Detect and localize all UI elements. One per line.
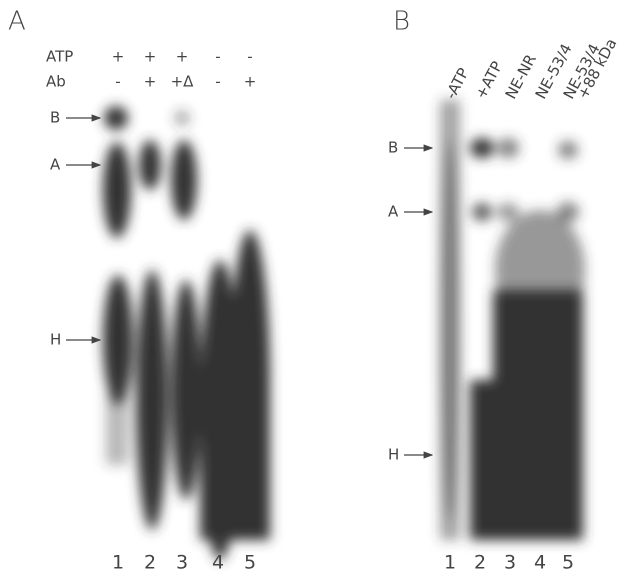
gel-a (103, 106, 270, 560)
marker-label: B (388, 139, 398, 157)
row-value: - (215, 48, 220, 66)
row-value: +Δ (171, 73, 195, 91)
lane-number: 1 (444, 552, 456, 574)
row-value: + (176, 48, 189, 66)
lane-number: 2 (144, 552, 156, 574)
lane-number: 5 (244, 552, 256, 574)
lane-number: 1 (112, 552, 124, 574)
row-value: + (144, 73, 157, 91)
lane-number: 4 (534, 552, 546, 574)
lane-number: 4 (212, 552, 224, 574)
lane-number: 2 (474, 552, 486, 574)
row-value: - (247, 48, 252, 66)
row-label: ATP (46, 48, 73, 66)
marker-label: A (50, 156, 61, 174)
lane-header: +ATP (472, 58, 507, 102)
panel-label: A (8, 7, 26, 37)
row-value: - (215, 73, 220, 91)
marker-label: B (50, 109, 60, 127)
row-value: - (115, 73, 120, 91)
lane-number: 3 (504, 552, 516, 574)
row-value: + (144, 48, 157, 66)
marker-label: A (388, 203, 399, 221)
marker-label: H (50, 331, 61, 349)
row-value: + (244, 73, 257, 91)
lane-number: 3 (176, 552, 188, 574)
row-label: Ab (46, 73, 66, 91)
gel-b (440, 100, 585, 540)
lane-header: -ATP (442, 65, 473, 102)
lane-number: 5 (562, 552, 574, 574)
marker-label: H (388, 446, 399, 464)
row-value: + (112, 48, 125, 66)
panel-label: B (393, 7, 410, 37)
